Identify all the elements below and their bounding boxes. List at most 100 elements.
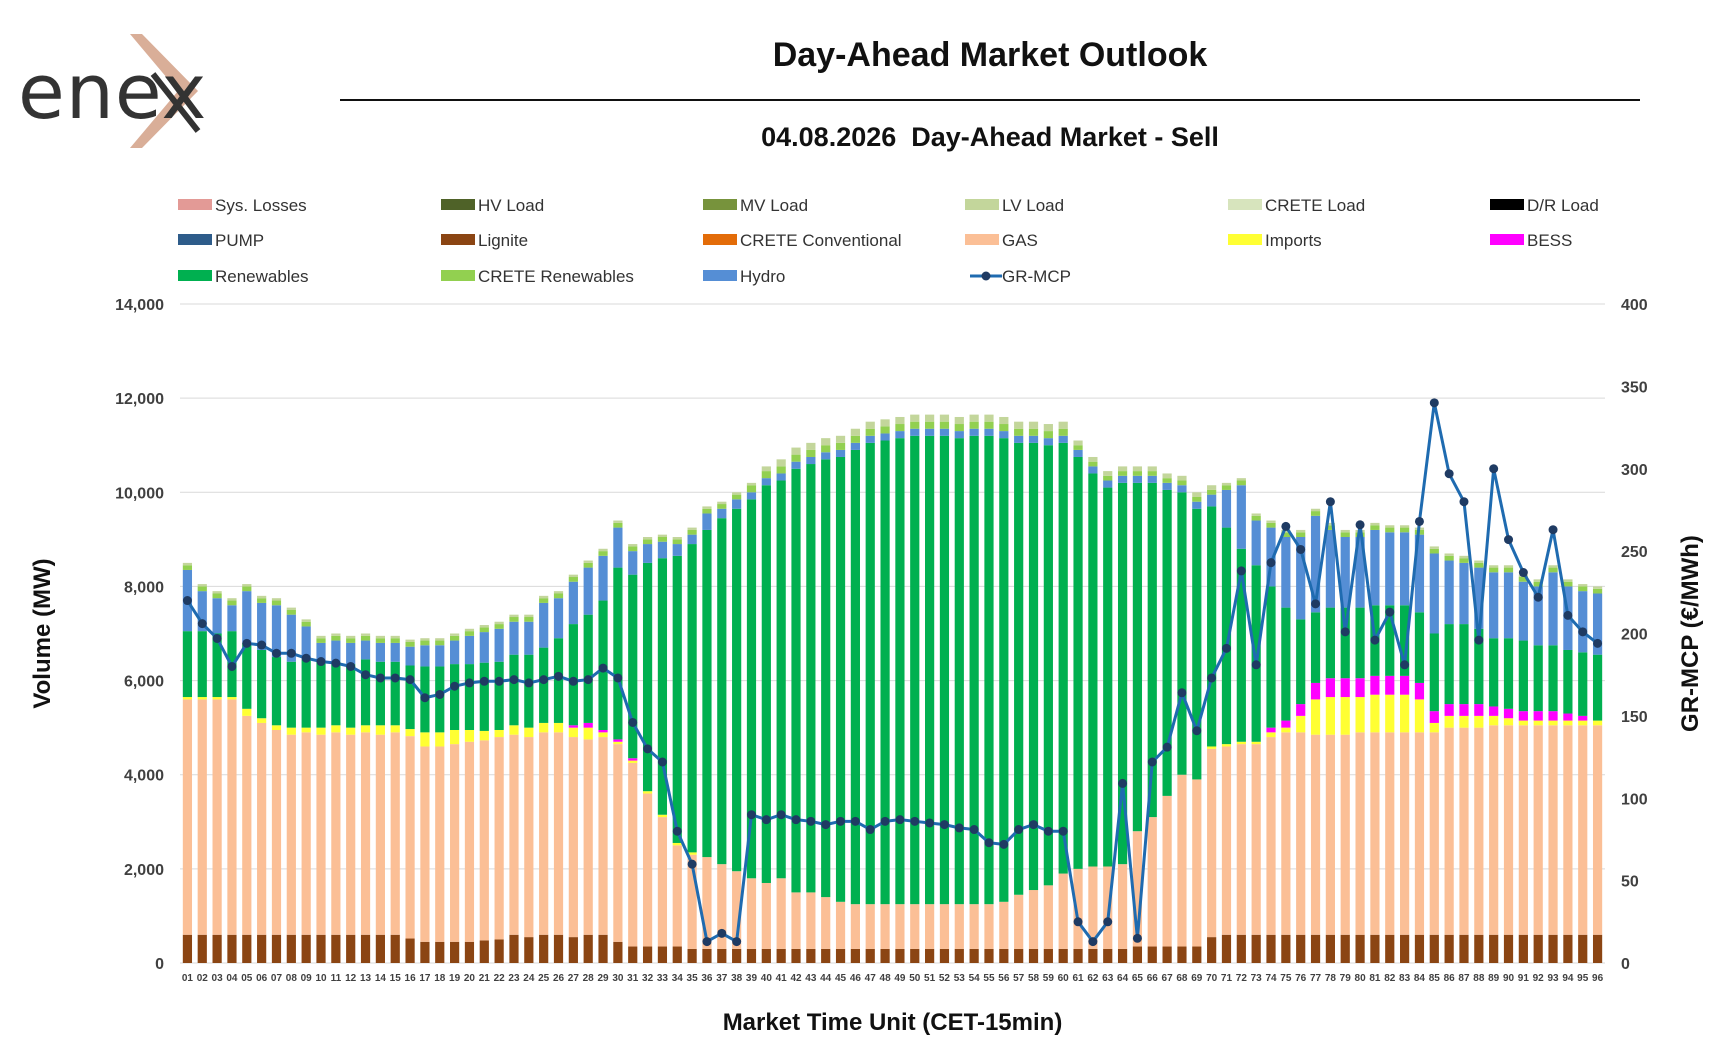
bar-segment-renewables [1592, 654, 1603, 721]
bar-segment-imports [1251, 741, 1261, 745]
bar-segment-lv-load [242, 584, 252, 587]
bar-segment-renewables [1117, 482, 1128, 865]
bar-segment-lignite [613, 941, 623, 963]
bar-segment-lv-load [405, 639, 415, 642]
bar-segment-renewables [524, 654, 534, 728]
bar-segment-lv-load [271, 598, 282, 601]
bar-segment-hydro [806, 456, 816, 465]
bar-segment-gas [984, 904, 994, 949]
gr-mcp-point [1340, 627, 1350, 637]
bar-segment-crete-renewables [821, 445, 831, 453]
bar-segment-lignite [479, 940, 489, 963]
bar-segment-hydro [346, 642, 356, 665]
x-tick-label: 52 [939, 973, 951, 984]
bar-segment-imports [257, 718, 267, 723]
bar-segment-lv-load [182, 562, 193, 566]
gr-mcp-point [1593, 638, 1603, 648]
bar-segment-gas [1444, 727, 1454, 935]
x-tick-label: 62 [1087, 973, 1099, 984]
bar-segment-lignite [1117, 948, 1128, 963]
bar-segment-gas [182, 699, 193, 935]
bar-segment-hydro [1474, 567, 1484, 629]
bar-segment-lignite [1325, 934, 1335, 963]
gr-mcp-point [806, 816, 816, 826]
bar-segment-lv-load [1385, 525, 1395, 528]
bar-segment-hydro [390, 642, 400, 662]
x-tick-label: 88 [1473, 973, 1485, 984]
bar-segment-lv-load [1325, 522, 1335, 526]
bar-segment-lv-load [687, 527, 697, 530]
bar-segment-lignite [598, 934, 608, 963]
bar-segment-hydro [1370, 529, 1380, 606]
bar-segment-lignite [969, 948, 979, 963]
bar-segment-gas [1132, 831, 1143, 947]
gr-mcp-point [361, 670, 371, 680]
legend-label: MV Load [740, 196, 808, 215]
bar-segment-hydro [984, 428, 994, 436]
bar-segment-hydro [1459, 562, 1469, 625]
bar-segment-renewables [197, 631, 207, 698]
bar-segment-lignite [954, 948, 964, 963]
bar-segment-imports [524, 727, 534, 738]
bar-segment-lv-load [212, 591, 222, 594]
page-title: Day-Ahead Market Outlook [772, 36, 1208, 74]
bar-segment-hydro [420, 645, 430, 667]
legend-marker-gr-mcp [981, 271, 991, 281]
bar-segment-crete-renewables [1533, 581, 1543, 587]
legend-label: LV Load [1002, 196, 1064, 215]
bar-segment-lignite [1281, 934, 1291, 963]
gr-mcp-point [821, 820, 831, 830]
x-tick-label: 26 [553, 973, 565, 984]
gr-mcp-point [1518, 568, 1528, 578]
bar-segment-hydro [1177, 485, 1187, 493]
bar-segment-gas [613, 744, 623, 942]
bar-segment-renewables [1221, 527, 1232, 745]
bar-segment-gas [1414, 732, 1425, 935]
bar-segment-lignite [1296, 934, 1306, 963]
bar-segment-hydro [613, 527, 623, 568]
bar-segment-gas [1162, 795, 1172, 947]
bar-segment-crete-renewables [613, 522, 623, 528]
bar-segment-lv-load [865, 421, 875, 429]
bar-segment-renewables [865, 442, 875, 905]
bar-segment-gas [242, 715, 252, 935]
bar-segment-renewables [969, 435, 979, 905]
gr-mcp-point [1563, 610, 1573, 620]
x-tick-label: 81 [1369, 973, 1381, 984]
bar-segment-lignite [1088, 948, 1098, 963]
chart-legend: Sys. Losses HV Load MV Load LV Load CRETE Lo… [178, 196, 1599, 286]
bar-segment-bess [1414, 682, 1425, 700]
bar-segment-lv-load [1043, 424, 1053, 432]
x-tick-label: 18 [434, 973, 446, 984]
bar-segment-hydro [969, 428, 979, 436]
bar-segment-renewables [1459, 624, 1469, 705]
gr-mcp-point [1548, 525, 1558, 535]
bar-segment-renewables [1177, 492, 1187, 775]
bar-segment-renewables [568, 624, 578, 726]
bar-segment-lignite [939, 948, 950, 963]
bar-segment-hydro [479, 632, 489, 663]
bar-segment-hydro [865, 435, 875, 443]
bar-segment-hydro [1266, 527, 1276, 587]
bar-segment-hydro [1414, 534, 1425, 613]
gr-mcp-point [1221, 643, 1231, 653]
bar-segment-lv-load [1103, 471, 1113, 476]
bar-segment-hydro [1103, 480, 1113, 488]
title-divider [340, 99, 1640, 101]
bar-segment-hydro [553, 598, 564, 639]
bar-segment-lv-load [999, 416, 1009, 425]
bar-segment-lv-load [717, 501, 727, 505]
bar-segment-crete-renewables [1132, 471, 1143, 476]
bar-segment-imports [539, 722, 549, 733]
bar-segment-imports [435, 732, 445, 747]
bar-segment-imports [1340, 697, 1350, 735]
bar-segment-gas [761, 882, 771, 949]
bar-segment-lignite [1236, 934, 1246, 963]
bar-segment-renewables [1325, 607, 1335, 679]
gr-mcp-point [1474, 635, 1484, 645]
bar-segment-gas [1207, 748, 1217, 938]
bar-segment-crete-renewables [954, 424, 964, 432]
bar-segment-hydro [1310, 515, 1321, 613]
logo-chevron-mark [130, 34, 201, 148]
legend-swatch [965, 199, 999, 210]
